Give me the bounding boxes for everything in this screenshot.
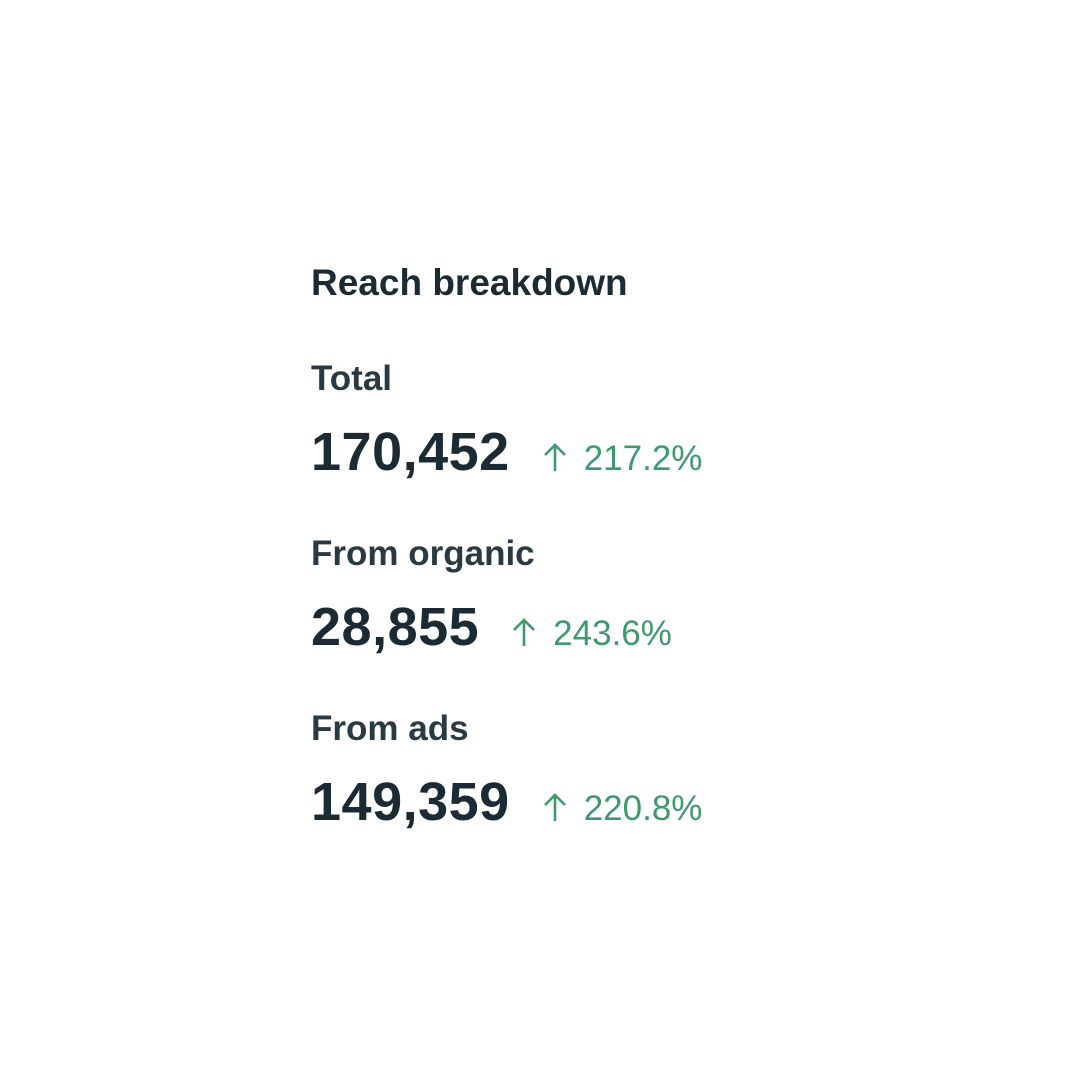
- metric-change-text: 220.8%: [583, 789, 703, 828]
- metric-total: 170,452 217.2%: [311, 425, 702, 479]
- metric-change: 217.2%: [542, 439, 703, 479]
- metric-label-ads: From ads: [311, 709, 469, 748]
- metric-label-organic: From organic: [311, 534, 535, 573]
- metric-organic: 28,855 243.6%: [311, 600, 672, 654]
- arrow-up-icon: [543, 793, 566, 821]
- metric-change-text: 243.6%: [553, 614, 672, 653]
- metric-change-text: 217.2%: [583, 439, 703, 478]
- metric-value: 28,855: [311, 597, 480, 657]
- metric-ads: 149,359 220.8%: [311, 775, 702, 829]
- metric-change: 243.6%: [511, 614, 672, 654]
- metric-label-total: Total: [311, 359, 393, 398]
- metric-change: 220.8%: [542, 789, 703, 829]
- arrow-up-icon: [543, 443, 566, 471]
- arrow-up-icon: [513, 618, 536, 646]
- metric-value: 149,359: [311, 772, 510, 832]
- metric-value: 170,452: [311, 422, 510, 482]
- card-title: Reach breakdown: [311, 262, 628, 303]
